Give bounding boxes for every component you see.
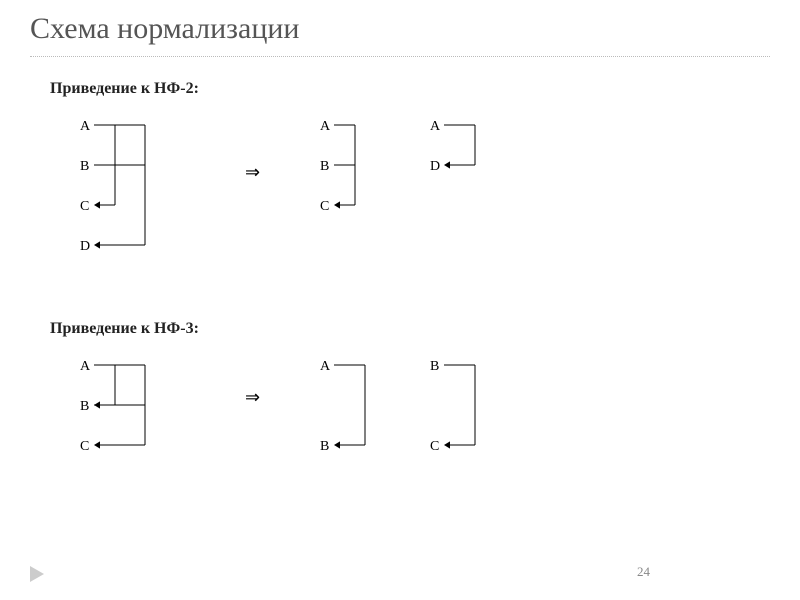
diagram-node: A bbox=[320, 359, 331, 374]
diagram-node: D bbox=[430, 159, 440, 174]
diagram-node: C bbox=[320, 199, 329, 214]
diagram-node: B bbox=[320, 439, 329, 454]
play-icon bbox=[30, 566, 44, 582]
nf3-right-diagram-2: BC bbox=[420, 345, 510, 480]
diagram-node: A bbox=[80, 359, 91, 374]
diagram-node: D bbox=[80, 239, 90, 254]
diagram-node: A bbox=[80, 119, 91, 134]
implies-symbol: ⇒ bbox=[245, 162, 260, 182]
diagram-node: A bbox=[320, 119, 331, 134]
title-divider bbox=[30, 56, 770, 57]
diagram-node: B bbox=[320, 159, 329, 174]
nf2-implies: ⇒ bbox=[245, 160, 275, 195]
nf2-subtitle: Приведение к НФ-2: bbox=[50, 80, 199, 98]
nf3-subtitle: Приведение к НФ-3: bbox=[50, 320, 199, 338]
diagram-node: C bbox=[430, 439, 439, 454]
nf2-left-diagram: A B C D bbox=[70, 105, 190, 280]
diagram-node: B bbox=[430, 359, 439, 374]
nf3-implies: ⇒ bbox=[245, 385, 275, 420]
page-title: Схема нормализации bbox=[30, 12, 300, 46]
page-number: 24 bbox=[637, 564, 650, 580]
diagram-node: B bbox=[80, 399, 89, 414]
diagram-node: B bbox=[80, 159, 89, 174]
diagram-node: A bbox=[430, 119, 441, 134]
implies-symbol: ⇒ bbox=[245, 387, 260, 407]
nf3-right-diagram-1: AB bbox=[310, 345, 400, 480]
diagram-node: C bbox=[80, 199, 89, 214]
diagram-node: C bbox=[80, 439, 89, 454]
nf3-left-diagram: A B C bbox=[70, 345, 190, 480]
nf2-right-diagram-1: A B C bbox=[310, 105, 400, 240]
nf2-right-diagram-2: AD bbox=[420, 105, 510, 200]
